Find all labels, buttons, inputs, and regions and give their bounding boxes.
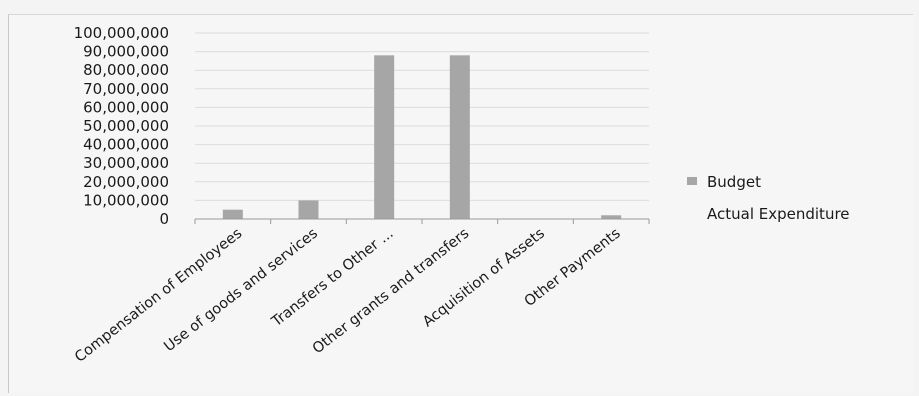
y-tick-label: 30,000,000 bbox=[83, 154, 169, 172]
category-label: Other grants and transfers bbox=[310, 226, 472, 358]
legend-swatch bbox=[687, 177, 697, 185]
bar-chart: 010,000,00020,000,00030,000,00040,000,00… bbox=[72, 24, 850, 366]
y-tick-label: 50,000,000 bbox=[83, 117, 169, 135]
gridlines bbox=[195, 32, 649, 201]
bar-budget bbox=[374, 55, 395, 219]
bar-budget bbox=[222, 209, 243, 219]
bar-budget bbox=[449, 55, 470, 219]
legend: Budget Actual Expenditure bbox=[687, 173, 850, 223]
bars bbox=[222, 55, 622, 219]
y-tick-label: 40,000,000 bbox=[83, 136, 169, 154]
y-tick-label: 20,000,000 bbox=[83, 173, 169, 191]
y-tick-label: 100,000,000 bbox=[74, 24, 169, 42]
category-label: Acquisition of Assets bbox=[420, 226, 548, 331]
y-axis-ticks: 010,000,00020,000,00030,000,00040,000,00… bbox=[74, 24, 169, 228]
y-tick-label: 90,000,000 bbox=[83, 43, 169, 61]
y-tick-label: 70,000,000 bbox=[83, 80, 169, 98]
bar-budget bbox=[298, 200, 319, 219]
bar-budget bbox=[601, 215, 622, 219]
legend-label: Actual Expenditure bbox=[707, 205, 850, 223]
category-label: Compensation of Employees bbox=[72, 226, 245, 366]
legend-label: Budget bbox=[707, 173, 761, 191]
y-tick-label: 10,000,000 bbox=[83, 191, 169, 209]
category-label: Transfers to Other ... bbox=[268, 226, 396, 331]
chart-container: 0 10,000,000 20,000,000 30,000,000 40,000,00… bbox=[8, 14, 913, 393]
y-tick-label: 0 bbox=[159, 210, 169, 228]
category-label: Use of goods and services bbox=[161, 226, 321, 356]
y-tick-label: 60,000,000 bbox=[83, 98, 169, 116]
y-tick-label: 80,000,000 bbox=[83, 61, 169, 79]
